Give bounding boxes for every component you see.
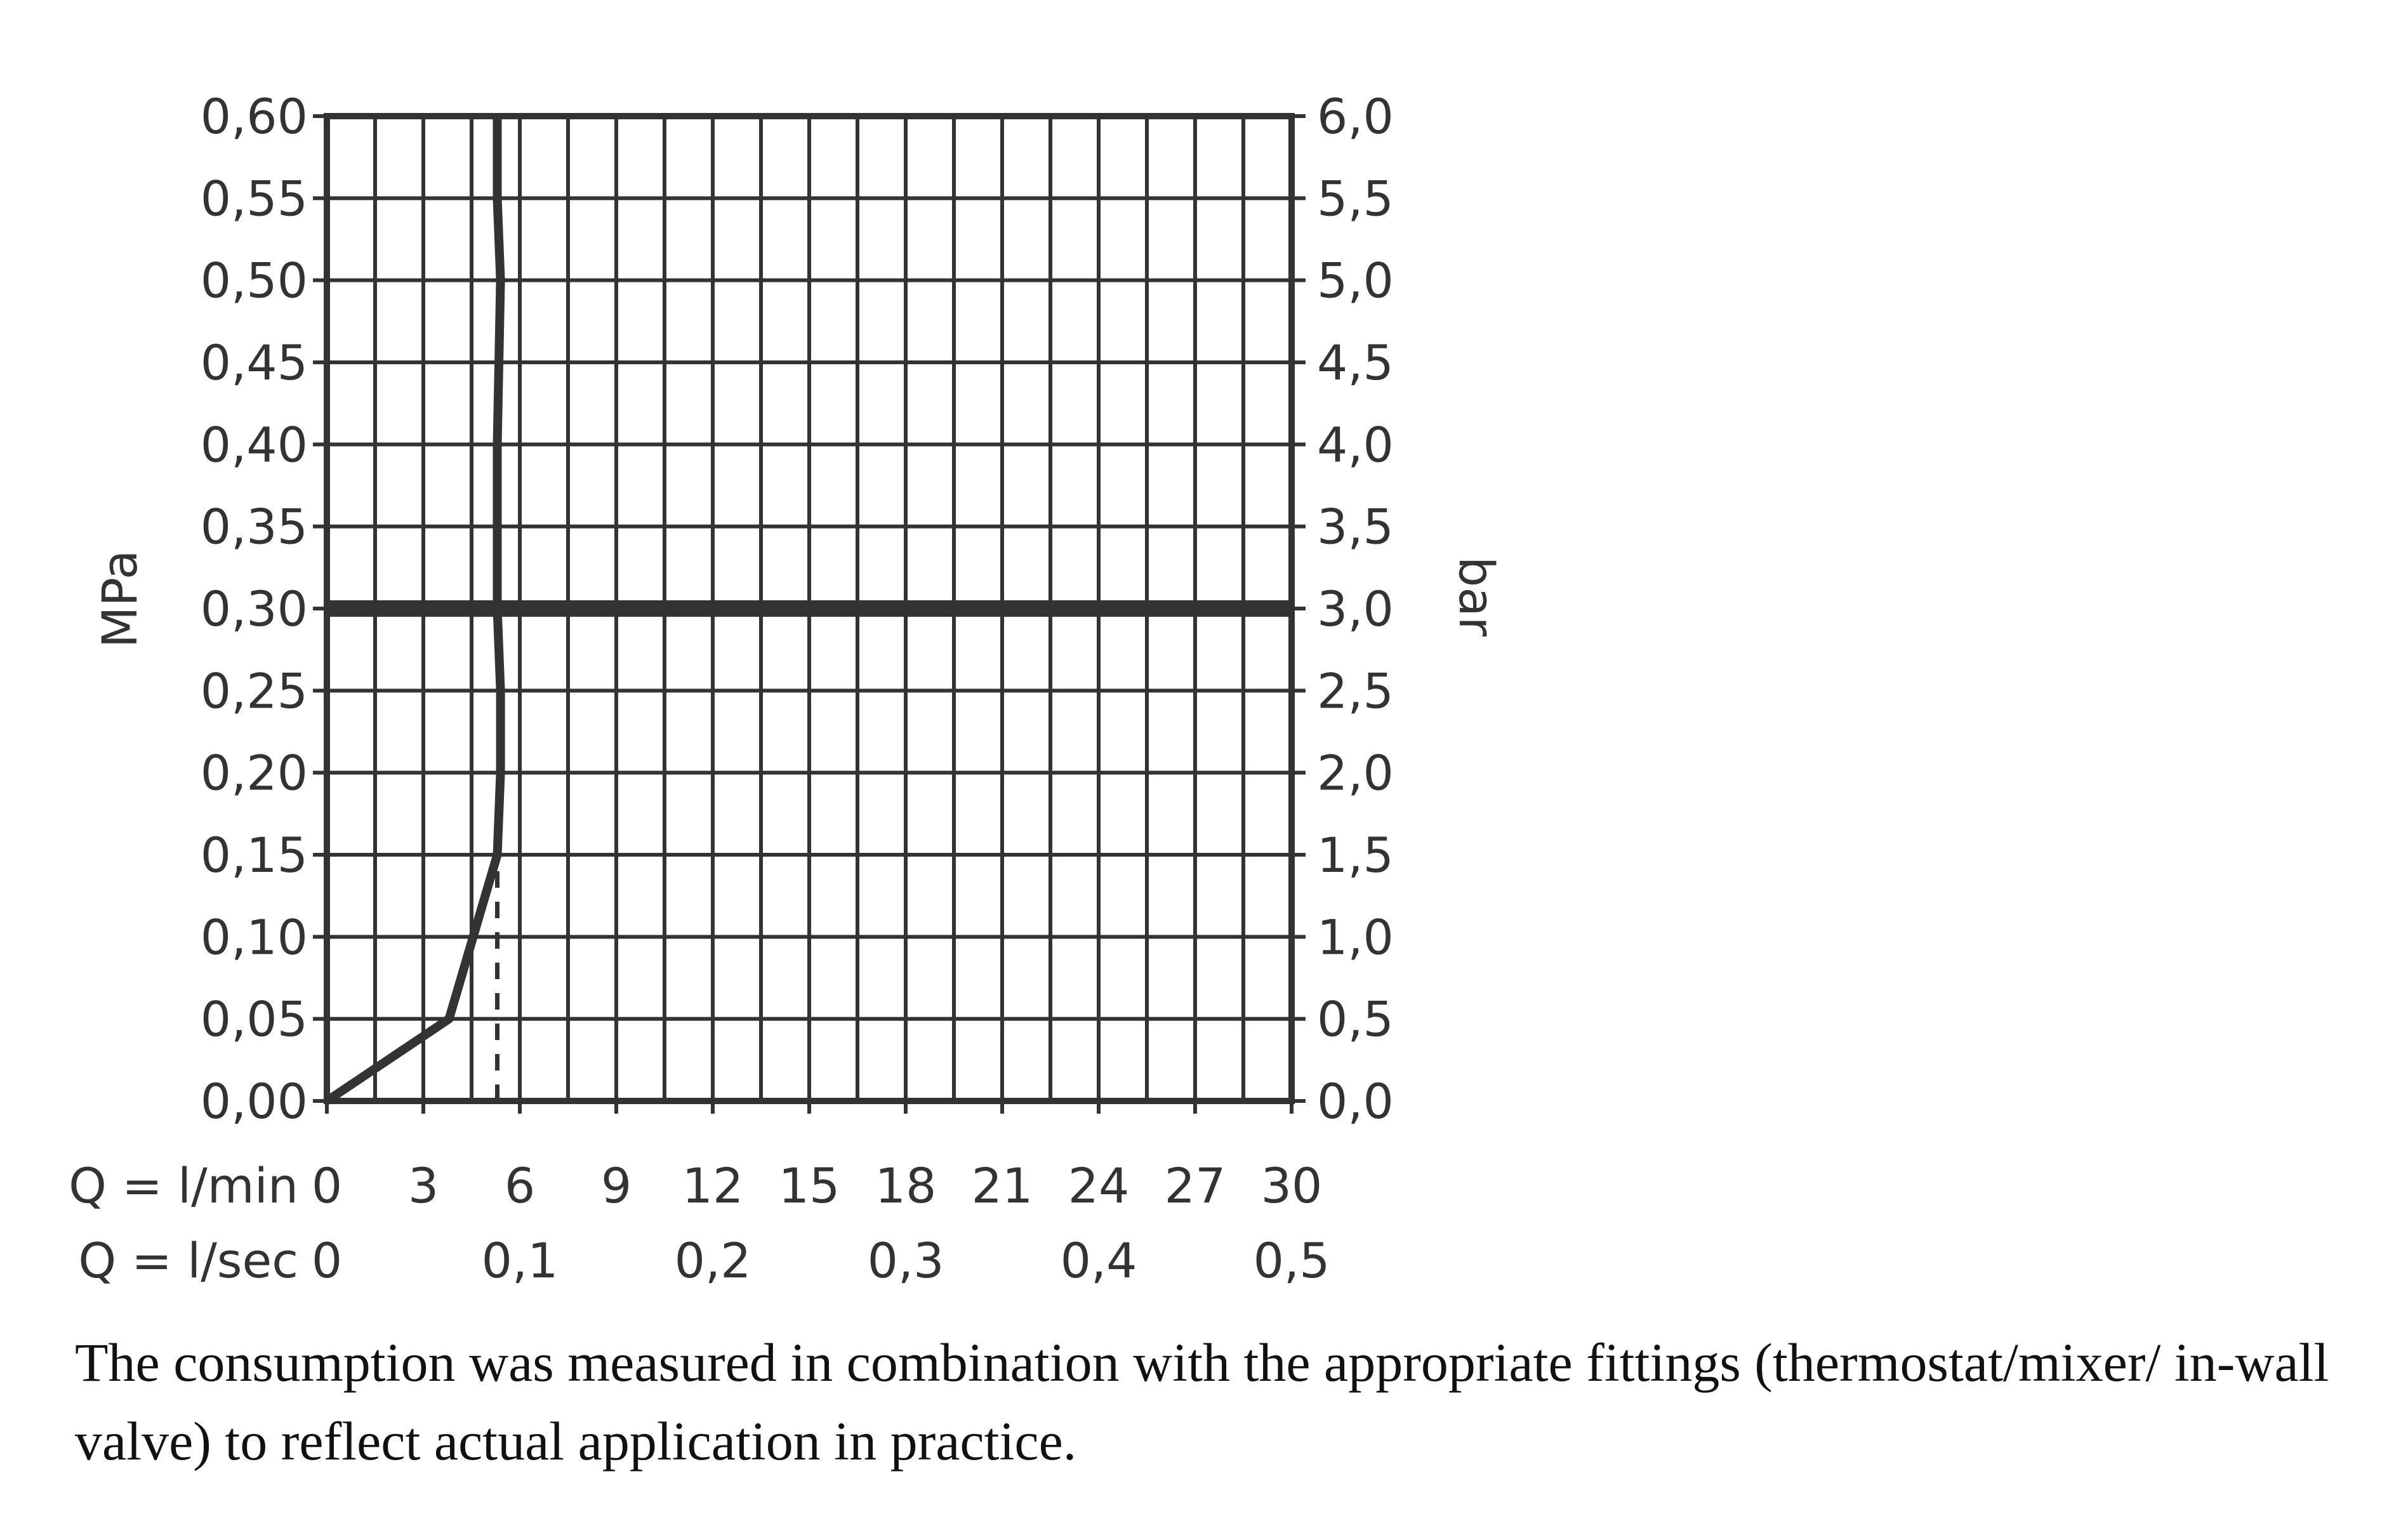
right-tick-label: 3,0	[1317, 581, 1394, 637]
right-tick-label: 0,0	[1317, 1073, 1394, 1130]
label-layer: 0,000,050,100,150,200,250,300,350,400,45…	[69, 88, 1505, 1289]
x-tick-label-lsec: 0,1	[482, 1232, 559, 1289]
left-tick-label: 0,45	[201, 334, 308, 391]
x-tick-label-lmin: 24	[1068, 1157, 1130, 1214]
series-line-solid	[324, 116, 505, 1105]
x-tick-label-lmin: 0	[312, 1157, 342, 1214]
right-tick-label: 1,5	[1317, 827, 1394, 883]
left-tick-label: 0,40	[201, 416, 308, 473]
left-tick-label: 0,50	[201, 253, 308, 309]
x-tick-label-lsec: 0,4	[1061, 1232, 1137, 1289]
left-tick-label: 0,60	[201, 88, 308, 145]
right-tick-label: 2,0	[1317, 745, 1394, 801]
left-tick-label: 0,25	[201, 662, 308, 719]
right-tick-label: 4,0	[1317, 416, 1394, 473]
left-tick-label: 0,10	[201, 909, 308, 965]
x-tick-label-lmin: 15	[779, 1157, 840, 1214]
x-tick-label-lsec: 0,2	[675, 1232, 751, 1289]
left-tick-label: 0,55	[201, 170, 308, 227]
x-tick-label-lmin: 21	[972, 1157, 1033, 1214]
left-tick-label: 0,20	[201, 745, 308, 801]
chart-caption: The consumption was measured in combinat…	[75, 1332, 2329, 1472]
x-tick-label-lmin: 27	[1165, 1157, 1226, 1214]
x-axis-label-lsec: Q = l/sec	[78, 1232, 298, 1289]
right-tick-label: 5,5	[1317, 170, 1394, 227]
left-tick-label: 0,30	[201, 581, 308, 637]
series-layer	[324, 116, 505, 1105]
right-tick-label: 4,5	[1317, 334, 1394, 391]
x-tick-label-lmin: 30	[1261, 1157, 1323, 1214]
left-axis-unit: MPa	[91, 550, 148, 649]
right-tick-label: 6,0	[1317, 88, 1394, 145]
x-axis-label-lmin: Q = l/min	[69, 1157, 298, 1214]
x-tick-label-lmin: 9	[601, 1157, 632, 1214]
x-tick-label-lmin: 3	[408, 1157, 439, 1214]
right-tick-label: 3,5	[1317, 499, 1394, 555]
x-tick-label-lmin: 12	[682, 1157, 744, 1214]
left-tick-label: 0,00	[201, 1073, 308, 1130]
right-tick-label: 2,5	[1317, 662, 1394, 719]
x-tick-label-lmin: 6	[505, 1157, 535, 1214]
x-tick-label-lsec: 0	[312, 1232, 342, 1289]
left-tick-label: 0,15	[201, 827, 308, 883]
axis-layer	[313, 113, 1306, 1114]
x-tick-label-lsec: 0,5	[1254, 1232, 1330, 1289]
left-tick-label: 0,35	[201, 499, 308, 555]
right-tick-label: 5,0	[1317, 253, 1394, 309]
left-tick-label: 0,05	[201, 991, 308, 1048]
right-axis-unit: bar	[1448, 557, 1505, 637]
x-tick-label-lsec: 0,3	[868, 1232, 944, 1289]
right-tick-label: 0,5	[1317, 991, 1394, 1048]
right-tick-label: 1,0	[1317, 909, 1394, 965]
x-tick-label-lmin: 18	[875, 1157, 937, 1214]
